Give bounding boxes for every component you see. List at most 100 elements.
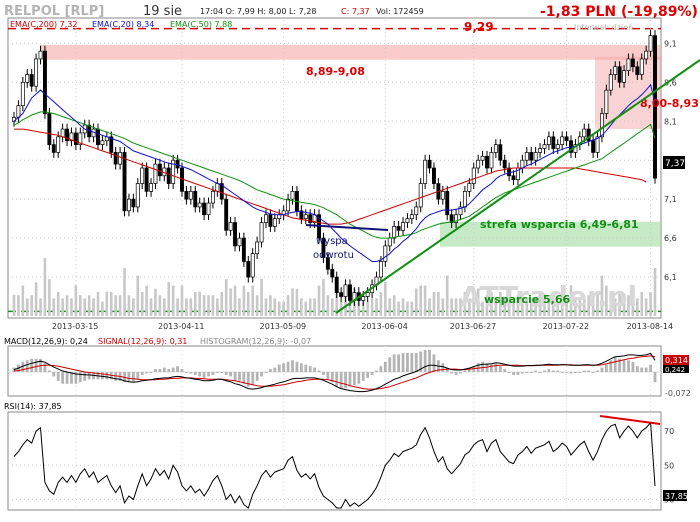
- histogram-bar: [322, 372, 325, 375]
- histogram-bar: [83, 372, 87, 381]
- candle: [630, 58, 635, 68]
- histogram-bar: [445, 369, 449, 372]
- candle: [467, 183, 472, 192]
- volume-bar: [410, 301, 414, 316]
- candle: [361, 296, 366, 301]
- histogram-bar: [618, 358, 622, 372]
- volume-bar: [282, 301, 285, 316]
- histogram-bar: [299, 363, 303, 372]
- histogram-bar: [432, 354, 436, 372]
- volume-bar: [644, 298, 648, 316]
- histogram-bar: [366, 372, 370, 378]
- signal-label: SIGNAL(12,26,9): 0,31: [98, 337, 187, 346]
- macd-label: MACD(12,26,9): 0,24: [4, 337, 88, 346]
- candle: [648, 35, 653, 52]
- date-tick-label: 2013-07-22: [543, 322, 590, 331]
- histogram-bar: [627, 360, 630, 372]
- volume-bar: [246, 292, 250, 316]
- candle: [109, 136, 114, 153]
- volume-bar: [202, 295, 206, 316]
- candle: [171, 159, 176, 184]
- histogram-bar: [154, 369, 157, 372]
- histogram-bar: [551, 370, 555, 372]
- volume-bar: [397, 301, 400, 316]
- histogram-bar: [591, 372, 595, 373]
- candle: [348, 284, 352, 301]
- candle: [608, 74, 613, 91]
- candle: [622, 70, 627, 83]
- histogram-bar: [242, 372, 246, 384]
- volume-bar: [193, 292, 197, 316]
- histogram-bar: [229, 372, 233, 377]
- volume-bar: [295, 288, 299, 316]
- volume-bar: [552, 295, 555, 316]
- candle: [188, 191, 193, 200]
- legend-ema200: EMA(C,200) 7,32: [10, 20, 77, 29]
- price-tick-label: 8,1: [664, 117, 677, 126]
- volume-bar: [34, 282, 38, 316]
- candle: [635, 66, 640, 75]
- volume-bar: [613, 298, 617, 316]
- volume-bar: [468, 298, 471, 316]
- candle: [432, 167, 436, 184]
- histogram-bar: [127, 372, 131, 383]
- candle: [308, 214, 313, 223]
- volume-bar: [198, 291, 201, 316]
- volume-bar: [361, 301, 365, 316]
- volume-bar: [534, 298, 537, 316]
- last-price-value: 7,37: [665, 159, 685, 169]
- rsi-tag: [663, 490, 687, 501]
- volume-bar: [171, 285, 175, 316]
- candle: [476, 159, 481, 169]
- volume-bar: [441, 298, 445, 316]
- candle: [586, 128, 591, 142]
- volume-bar: [176, 298, 179, 316]
- histogram-bar: [534, 370, 538, 372]
- macd-tag: [663, 365, 689, 373]
- histogram-bar: [512, 372, 515, 375]
- candle: [100, 140, 105, 145]
- volume-bar: [454, 298, 458, 316]
- volume-bar: [574, 298, 577, 316]
- volume-bar: [136, 275, 140, 316]
- volume-bar: [105, 291, 109, 316]
- histogram-bar: [419, 351, 423, 372]
- candle: [440, 191, 445, 200]
- candle: [498, 144, 503, 161]
- volume-bar: [224, 279, 228, 316]
- candle: [29, 74, 34, 87]
- candle: [507, 167, 512, 177]
- histogram-bar: [406, 352, 409, 372]
- histogram-bar: [596, 370, 599, 372]
- candle: [69, 132, 74, 142]
- histogram-bar: [635, 366, 639, 372]
- candle: [34, 58, 39, 87]
- date-tick-label: 2013-06-27: [450, 322, 497, 331]
- candle: [73, 132, 78, 145]
- histogram-bar: [202, 372, 206, 378]
- histogram-bar: [264, 372, 268, 373]
- histogram-bar: [207, 372, 210, 377]
- island-label-2: odwrotu: [313, 250, 354, 261]
- volume-bar: [636, 298, 639, 316]
- histogram-bar: [498, 366, 502, 372]
- histogram-bar: [317, 370, 321, 372]
- candle: [653, 35, 657, 179]
- volume-bar: [472, 292, 476, 316]
- volume-bar: [591, 295, 595, 316]
- histogram-bar: [556, 370, 560, 372]
- histogram-bar: [87, 372, 91, 380]
- histogram-bar: [538, 372, 542, 373]
- histogram-bar: [65, 372, 69, 384]
- histogram-bar: [167, 369, 171, 372]
- histogram-bar: [529, 372, 533, 373]
- histogram-bar: [282, 363, 286, 372]
- volume-bar: [543, 301, 546, 316]
- macd-panel: [7, 345, 662, 397]
- volume-bar: [300, 298, 303, 316]
- volume-bar: [317, 285, 321, 316]
- histogram-bar: [560, 372, 564, 373]
- volume-bar: [242, 285, 246, 316]
- histogram-bar: [12, 367, 16, 372]
- volume-bar: [118, 295, 122, 316]
